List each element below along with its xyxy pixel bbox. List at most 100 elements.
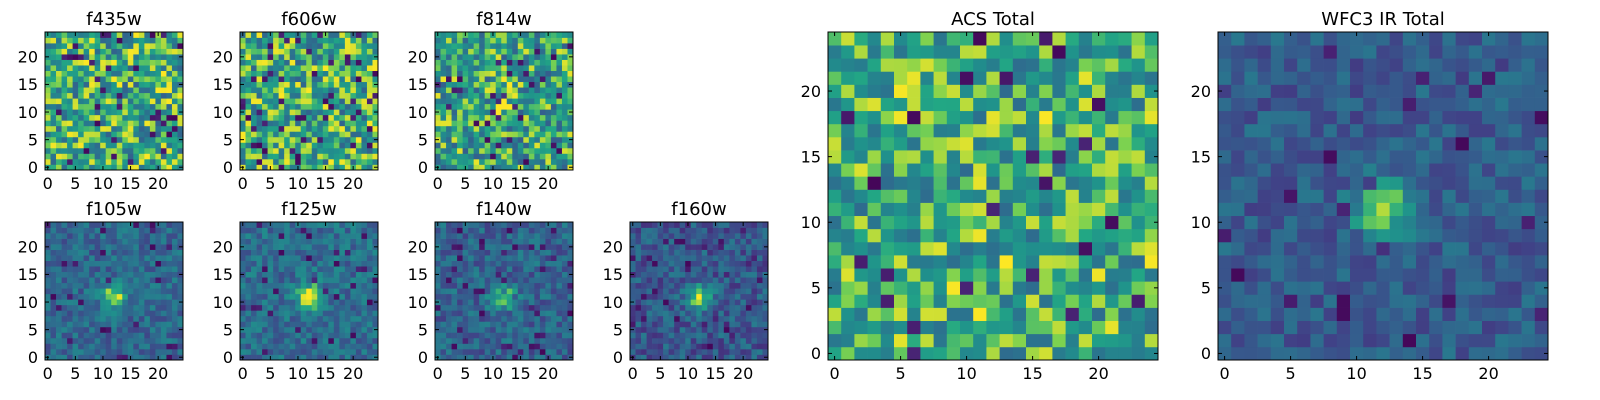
heatmap-cell	[138, 332, 145, 339]
heatmap-cell	[67, 326, 73, 333]
heatmap-cell	[734, 244, 741, 250]
heatmap-cell	[690, 266, 697, 273]
heatmap-cell	[171, 158, 178, 165]
heatmap-cell	[756, 310, 763, 317]
heatmap-cell	[723, 293, 730, 300]
heatmap-cell	[50, 332, 57, 339]
heatmap-cell	[701, 332, 708, 339]
heatmap-cell	[867, 215, 882, 230]
heatmap-cell	[149, 87, 156, 94]
heatmap-cell	[1078, 268, 1093, 282]
heatmap-cell	[828, 215, 842, 230]
heatmap-cell	[149, 343, 156, 350]
heatmap-cell	[679, 315, 686, 322]
heatmap-cell	[690, 222, 697, 228]
heatmap-cell	[251, 238, 257, 245]
heatmap-cell	[72, 332, 79, 339]
heatmap-cell	[166, 158, 173, 165]
heatmap-cell	[78, 227, 84, 234]
heatmap-cell	[652, 260, 658, 267]
heatmap-cell	[446, 348, 452, 355]
heatmap-cell	[89, 114, 96, 121]
heatmap-cell	[262, 92, 268, 99]
heatmap-cell	[960, 255, 974, 269]
heatmap-cell	[372, 37, 379, 44]
heatmap-cell	[122, 87, 129, 94]
heatmap-cell	[322, 266, 329, 273]
heatmap-cell	[284, 315, 291, 322]
heatmap-cell	[273, 43, 279, 49]
heatmap-cell	[528, 255, 535, 261]
heatmap-cell	[999, 255, 1014, 269]
heatmap-cell	[50, 81, 57, 88]
heatmap-cell	[534, 81, 541, 88]
heatmap-cell	[828, 268, 842, 282]
heatmap-cell	[295, 277, 302, 284]
heatmap-cell	[83, 43, 90, 49]
heatmap-cell	[556, 153, 563, 160]
heatmap-cell	[635, 249, 642, 256]
heatmap-cell	[256, 81, 263, 88]
heatmap-cell	[361, 282, 368, 289]
heatmap-cell	[251, 114, 257, 121]
heatmap-cell	[756, 266, 763, 273]
heatmap-cell	[690, 332, 697, 339]
heatmap-cell	[89, 282, 96, 289]
heatmap-cell	[495, 92, 502, 99]
heatmap-cell	[523, 288, 530, 295]
heatmap-cell	[479, 65, 486, 71]
heatmap-cell	[127, 249, 134, 256]
heatmap-cell	[435, 103, 441, 110]
heatmap-cell	[256, 136, 263, 143]
heatmap-cell	[56, 59, 62, 66]
heatmap-cell	[350, 321, 357, 328]
heatmap-cell	[61, 343, 68, 350]
heatmap-cell	[50, 48, 57, 55]
heatmap-cell	[479, 76, 486, 83]
heatmap-cell	[701, 288, 708, 295]
heatmap-cell	[171, 87, 178, 94]
heatmap-cell	[83, 48, 90, 55]
heatmap-cell	[344, 227, 351, 234]
heatmap-cell	[534, 238, 541, 245]
heatmap-cell	[50, 32, 57, 38]
heatmap-cell	[67, 65, 73, 71]
heatmap-cell	[122, 238, 129, 245]
heatmap-cell	[696, 332, 703, 339]
heatmap-cell	[133, 92, 140, 99]
heatmap-cell	[534, 131, 541, 138]
heatmap-cell	[333, 260, 340, 267]
heatmap-cell	[311, 244, 318, 250]
heatmap-cell	[45, 65, 51, 71]
heatmap-cell	[133, 153, 140, 160]
heatmap-cell	[361, 348, 368, 355]
heatmap-cell	[523, 158, 530, 165]
heatmap-cell	[556, 244, 563, 250]
heatmap-cell	[457, 136, 463, 143]
heatmap-cell	[111, 125, 118, 132]
heatmap-cell	[539, 92, 546, 99]
heatmap-cell	[322, 54, 329, 60]
heatmap-cell	[94, 321, 101, 328]
heatmap-cell	[646, 277, 653, 284]
heatmap-cell	[534, 304, 541, 311]
heatmap-cell	[561, 337, 568, 344]
heatmap-cell	[933, 346, 948, 361]
heatmap-cell	[973, 163, 987, 177]
heatmap-cell	[133, 158, 140, 165]
heatmap-cell	[435, 249, 441, 256]
heatmap-cell	[534, 326, 541, 333]
heatmap-cell	[72, 315, 79, 322]
heatmap-cell	[160, 153, 167, 160]
heatmap-cell	[528, 326, 535, 333]
x-tick-label: 20	[343, 364, 363, 383]
heatmap-cell	[696, 304, 703, 311]
heatmap-cell	[355, 120, 362, 127]
heatmap-cell	[534, 337, 541, 344]
heatmap-cell	[317, 343, 324, 350]
heatmap-cell	[149, 354, 156, 361]
heatmap-cell	[56, 120, 62, 127]
heatmap-cell	[545, 158, 552, 165]
heatmap-cell	[251, 109, 257, 116]
heatmap-cell	[740, 282, 747, 289]
